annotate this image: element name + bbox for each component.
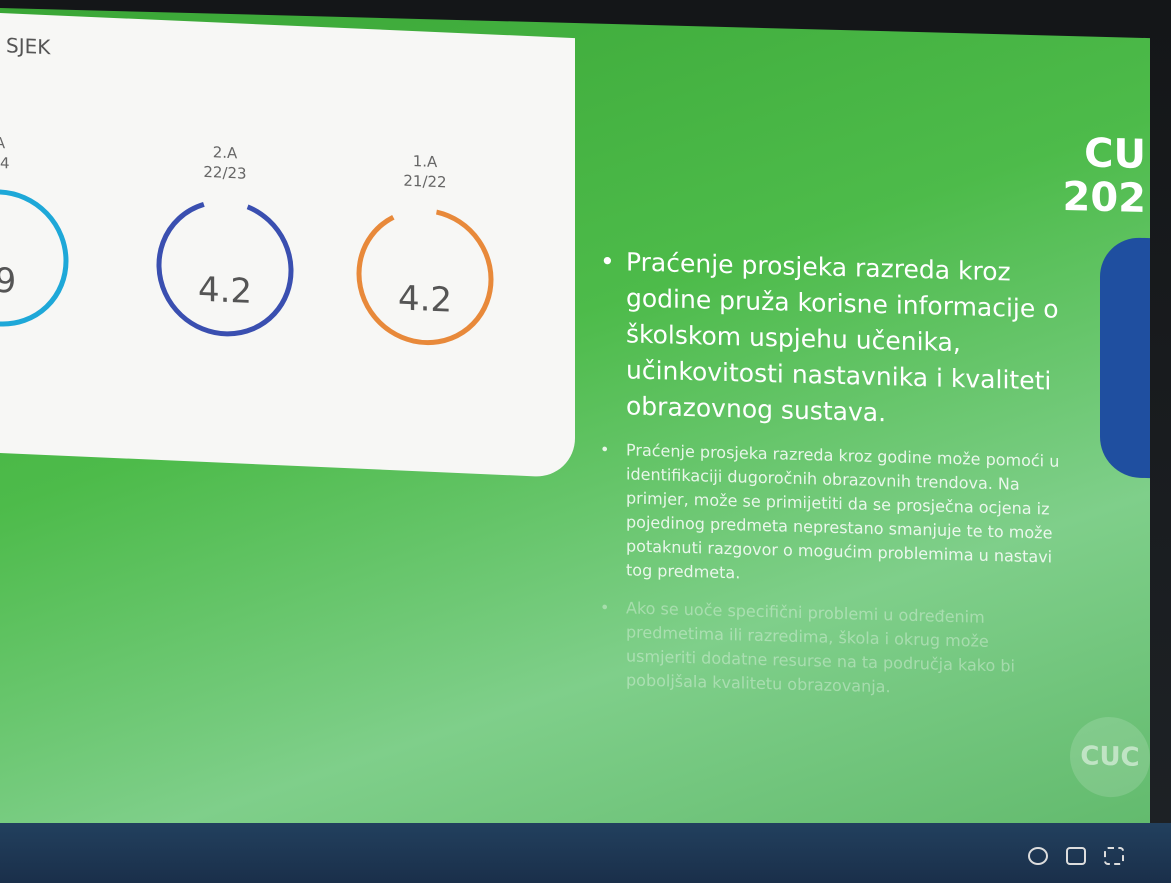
slide: SJEK A 24 .9 2.A 22/23 4.2 1.A 21/22 4.2… [0,8,1150,868]
settings-button[interactable] [1028,847,1048,865]
gauge-value: .9 [0,257,85,304]
logo: CU 202 [1063,131,1147,221]
bullet: Ako se uoče specifični problemi u određe… [600,596,1060,704]
bullet: Praćenje prosjeka razreda kroz godine pr… [600,244,1060,436]
logo-panel [1100,237,1150,478]
gauge: 1.A 21/22 4.2 [340,148,510,355]
watermark: CUC [1070,716,1150,798]
card: SJEK A 24 .9 2.A 22/23 4.2 1.A 21/22 4.2 [0,13,575,478]
miniplayer-button[interactable] [1066,847,1086,865]
gauge-ring [0,180,75,337]
gauge-value: 4.2 [140,267,310,314]
player-bar [0,823,1171,883]
screen: SJEK A 24 .9 2.A 22/23 4.2 1.A 21/22 4.2… [0,0,1171,883]
gauge-value: 4.2 [340,276,510,323]
fullscreen-button[interactable] [1104,847,1124,865]
logo-line: CU [1063,131,1147,177]
gauge: 2.A 22/23 4.2 [140,139,310,346]
card-heading: SJEK [6,33,50,59]
logo-line: 202 [1063,175,1147,221]
bullet-list: Praćenje prosjeka razreda kroz godine pr… [600,244,1060,718]
gauge: A 24 .9 [0,129,85,336]
bullet: Praćenje prosjeka razreda kroz godine mo… [600,438,1060,594]
